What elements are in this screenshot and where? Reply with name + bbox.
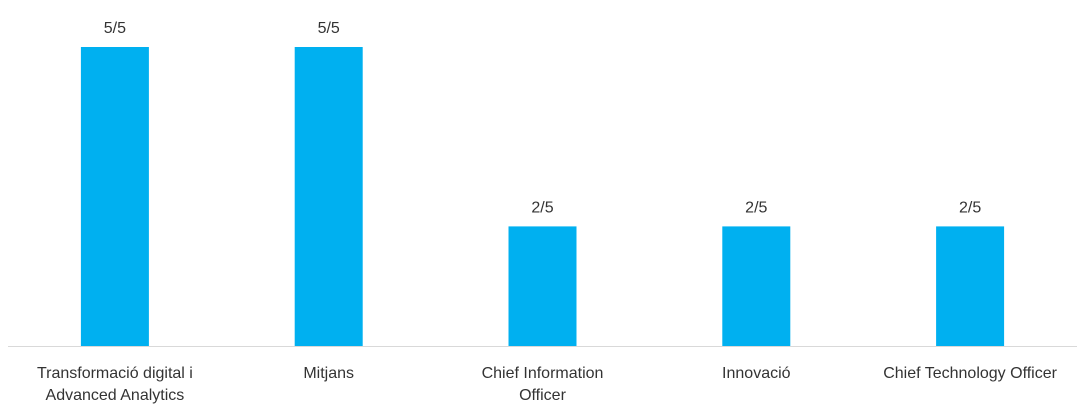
category-label-5: Chief Technology Officer (883, 365, 1057, 382)
bar-3 (508, 226, 577, 346)
data-label-4: 2/5 (745, 199, 767, 216)
category-label-line: Advanced Analytics (46, 387, 185, 404)
bar-5 (936, 226, 1005, 346)
data-label-1: 5/5 (104, 20, 126, 37)
category-label-2: Mitjans (303, 365, 354, 382)
category-label-line: Transformació digital i (37, 365, 193, 382)
category-label-3: Chief Information Officer (482, 365, 604, 404)
bar-2 (294, 47, 363, 346)
category-label-line: Officer (519, 387, 567, 404)
bar-4 (722, 226, 791, 346)
category-label-line: Chief Technology Officer (883, 365, 1057, 382)
bar-1 (80, 47, 149, 346)
data-label-5: 2/5 (959, 199, 981, 216)
category-label-line: Mitjans (303, 365, 354, 382)
category-label-1: Transformació digital i Advanced Analytic… (37, 365, 193, 404)
category-label-line: Innovació (722, 365, 791, 382)
category-label-4: Innovació (722, 365, 791, 382)
data-label-2: 5/5 (318, 20, 340, 37)
data-label-3: 2/5 (531, 199, 553, 216)
category-label-line: Chief Information (482, 365, 604, 382)
